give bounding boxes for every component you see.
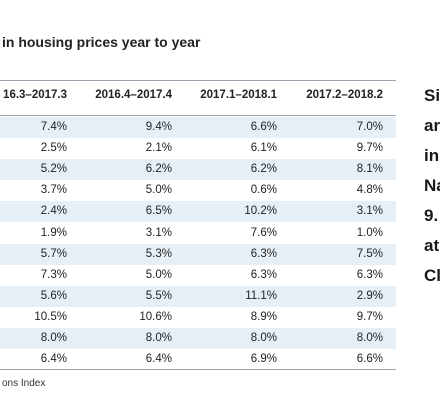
table-row: 3.7% 5.0% 0.6% 4.8% [0, 180, 396, 201]
table-cell: 6.3% [250, 247, 277, 260]
table-cell: 0.6% [250, 184, 277, 197]
table-cell: 5.6% [40, 289, 67, 302]
table-row: 8.0% 8.0% 8.0% 8.0% [0, 328, 396, 349]
table-cell: 8.0% [40, 332, 67, 344]
table-row: 2.5% 2.1% 6.1% 9.7% [0, 138, 396, 159]
table-cell: 5.7% [40, 247, 67, 260]
table-cell: 6.2% [145, 163, 172, 176]
rule [0, 115, 396, 116]
side-text: Na [424, 176, 440, 195]
table-cell: 5.2% [40, 163, 67, 176]
table-title: in housing prices year to year [2, 34, 201, 50]
table-cell: 5.3% [145, 247, 172, 260]
side-text: 9. [424, 206, 439, 225]
table-cell: 9.7% [356, 142, 383, 155]
table-cell: 8.1% [356, 163, 383, 176]
side-text: Si [424, 86, 440, 105]
table-cell: 6.9% [250, 353, 277, 366]
table-cell: 2.1% [145, 142, 172, 155]
table-cell: 5.5% [145, 289, 172, 302]
table-cell: 6.3% [356, 268, 383, 281]
table-cell: 4.8% [356, 184, 383, 197]
side-text: Cl [424, 266, 440, 285]
side-text: at [424, 236, 440, 255]
table-cell: 2.9% [356, 289, 383, 302]
side-text: ar [424, 116, 440, 135]
table-cell: 8.0% [145, 332, 172, 344]
table-cell: 7.3% [40, 268, 67, 281]
rule [0, 80, 396, 81]
table-row: 2.4% 6.5% 10.2% 3.1% [0, 201, 396, 223]
table-row: 5.6% 5.5% 11.1% 2.9% [0, 285, 396, 307]
table-cell: 9.7% [356, 310, 383, 323]
column-header: 2017.1–2018.1 [200, 89, 277, 101]
table-cell: 1.9% [40, 226, 67, 239]
table-cell: 6.4% [145, 353, 172, 366]
table-cell: 7.0% [356, 121, 383, 133]
table-cell: 5.0% [145, 268, 172, 281]
table-cell: 11.1% [245, 289, 277, 302]
table-row: 7.4% 9.4% 6.6% 7.0% [0, 117, 396, 138]
table-cell: 10.6% [139, 310, 172, 323]
column-header: 2016.4–2017.4 [95, 89, 172, 101]
rule [0, 369, 396, 370]
column-header: 16.3–2017.3 [3, 89, 67, 101]
table-row: 5.7% 5.3% 6.3% 7.5% [0, 243, 396, 265]
table-cell: 7.5% [356, 247, 383, 260]
table-cell: 5.0% [145, 184, 172, 197]
table-cell: 10.5% [34, 310, 67, 323]
table-cell: 3.1% [356, 205, 383, 218]
table-cell: 8.0% [250, 332, 277, 344]
side-text: in [424, 146, 440, 165]
table-cell: 7.4% [40, 121, 67, 133]
table-cell: 8.9% [250, 310, 277, 323]
table-cell: 3.7% [40, 184, 67, 197]
table-cell: 3.1% [145, 226, 172, 239]
table-row: 5.2% 6.2% 6.2% 8.1% [0, 159, 396, 181]
table-row: 7.3% 5.0% 6.3% 6.3% [0, 265, 396, 286]
table-row: 1.9% 3.1% 7.6% 1.0% [0, 223, 396, 244]
table-cell: 7.6% [250, 226, 277, 239]
table-cell: 6.1% [250, 142, 277, 155]
table-row: 6.4% 6.4% 6.9% 6.6% [0, 349, 396, 370]
column-header: 2017.2–2018.2 [306, 89, 383, 101]
table-cell: 6.6% [356, 353, 383, 366]
table-row: 10.5% 10.6% 8.9% 9.7% [0, 307, 396, 328]
table-cell: 6.6% [250, 121, 277, 133]
table-cell: 9.4% [145, 121, 172, 133]
footer: ons Index [2, 378, 46, 389]
table-cell: 6.5% [145, 205, 172, 218]
table-cell: 1.0% [356, 226, 383, 239]
table-cell: 6.4% [40, 353, 67, 366]
table-cell: 6.2% [250, 163, 277, 176]
table-cell: 2.5% [40, 142, 67, 155]
table-cell: 6.3% [250, 268, 277, 281]
table-cell: 8.0% [356, 332, 383, 344]
table-cell: 10.2% [244, 205, 277, 218]
table-cell: 2.4% [40, 205, 67, 218]
